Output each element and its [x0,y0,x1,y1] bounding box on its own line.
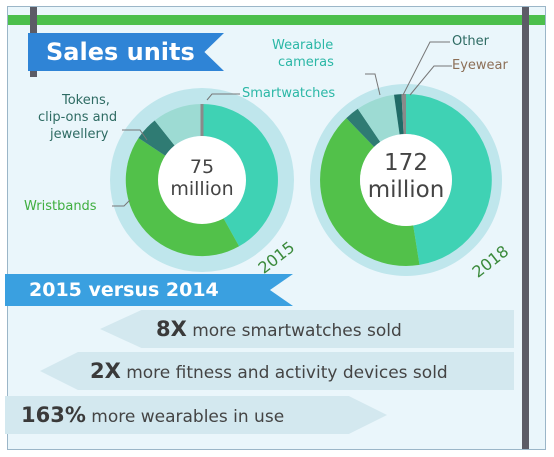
leader-smartwatches [206,93,240,101]
chart-2015 [110,88,294,272]
center-unit-2015: million [170,178,234,200]
leader-wristbands [112,199,131,207]
label-tokens-2: clip-ons and [38,110,118,125]
slice-smartwatches-2018 [406,94,492,265]
center-2018: 172 million [360,150,452,204]
leader-tokens [122,129,148,141]
slice-wristbands-2018 [320,118,420,266]
label-wristbands: Wristbands [24,199,97,214]
center-value-2015: 75 [189,156,215,178]
slice-eyewear-2018 [401,93,406,135]
label-cameras-1: Wearable [272,38,334,53]
stat-smartwatches-text: more smartwatches sold [186,321,402,341]
label-smartwatches: Smartwatches [242,86,336,101]
top-green-bar [8,15,545,25]
label-other: Other [452,34,489,49]
center-value-2018: 172 [384,150,428,176]
right-accent-line [522,7,529,449]
leader-cameras [365,73,381,96]
slice-cameras-2018 [357,94,400,142]
slice-other-2018 [394,94,404,135]
slice-tokens-2018 [346,108,381,147]
chart-2018 [310,84,502,276]
slice-smartwatches-2015 [202,104,278,247]
stat-fitness-text: more fitness and activity devices sold [120,363,448,383]
stat-wearables-value: 163% [21,403,86,427]
slice-other-2015 [154,104,202,146]
slice-wristbands-2015 [125,138,240,257]
stat-fitness: 2X more fitness and activity devices sol… [40,352,514,390]
slice-tokens-2015 [138,120,175,156]
label-cameras-2: cameras [278,55,334,70]
title-banner: Sales units [28,33,224,71]
comparison-heading: 2015 versus 2014 [5,274,293,306]
stat-wearables: 163% more wearables in use [5,396,387,434]
center-unit-2018: million [367,177,445,203]
leader-eyewear [409,65,452,96]
label-tokens-3: jewellery [50,127,109,142]
label-tokens-1: Tokens, [62,93,110,108]
leader-other [402,41,450,96]
stat-smartwatches: 8X more smartwatches sold [100,310,514,348]
stat-smartwatches-value: 8X [156,317,187,341]
stat-wearables-text: more wearables in use [85,407,285,427]
center-2015: 75 million [162,156,242,200]
stat-fitness-value: 2X [90,359,121,383]
label-eyewear: Eyewear [452,58,508,73]
